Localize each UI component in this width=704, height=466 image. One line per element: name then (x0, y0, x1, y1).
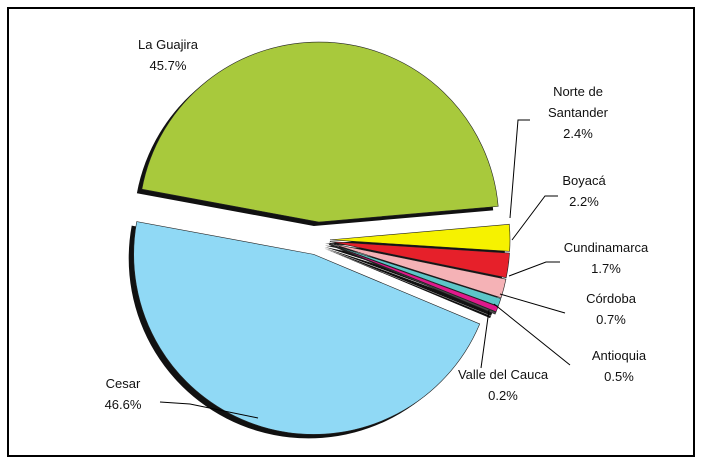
slice (329, 223, 511, 252)
slice (328, 244, 497, 315)
category-name: Norte de Santander (548, 84, 608, 120)
slice (133, 221, 481, 435)
slice-label: Cundinamarca 1.7% (564, 237, 649, 279)
leader-line (508, 261, 560, 277)
leader-line (480, 309, 490, 369)
leader-line (511, 195, 558, 241)
leader-line (159, 401, 259, 419)
value-label: 2.2% (569, 194, 599, 209)
category-name: La Guajira (138, 37, 198, 52)
slice (141, 41, 499, 223)
category-name: Boyacá (562, 173, 606, 188)
slice (329, 241, 510, 279)
slice-label: Boyacá 2.2% (562, 170, 605, 212)
value-label: 1.7% (591, 261, 621, 276)
slice-label: La Guajira 45.7% (138, 34, 198, 76)
slice-label: Córdoba 0.7% (586, 288, 636, 330)
category-name: Antioquia (591, 348, 647, 363)
slice-label: Norte de Santander 2.4% (533, 81, 623, 144)
slice-label: Antioquia 0.5% (592, 345, 646, 387)
slice-shadow (324, 248, 494, 316)
category-name: Cundinamarca (563, 240, 649, 255)
slice-shadow (324, 248, 491, 319)
category-name: Cesar (105, 376, 141, 391)
slice (329, 243, 502, 307)
value-label: 2.4% (563, 126, 593, 141)
slice-label: Cesar 46.6% (105, 373, 142, 415)
value-label: 0.2% (488, 388, 518, 403)
category-name: Valle del Cauca (457, 367, 549, 382)
value-label: 45.7% (149, 58, 187, 73)
value-label: 0.5% (604, 369, 634, 384)
slice (329, 242, 507, 299)
value-label: 46.6% (104, 397, 142, 412)
leader-line (509, 119, 530, 219)
category-name: Córdoba (586, 291, 636, 306)
slice-label: Valle del Cauca 0.2% (458, 364, 548, 406)
leader-line (499, 293, 566, 314)
value-label: 0.7% (596, 312, 626, 327)
leader-line (493, 303, 571, 366)
